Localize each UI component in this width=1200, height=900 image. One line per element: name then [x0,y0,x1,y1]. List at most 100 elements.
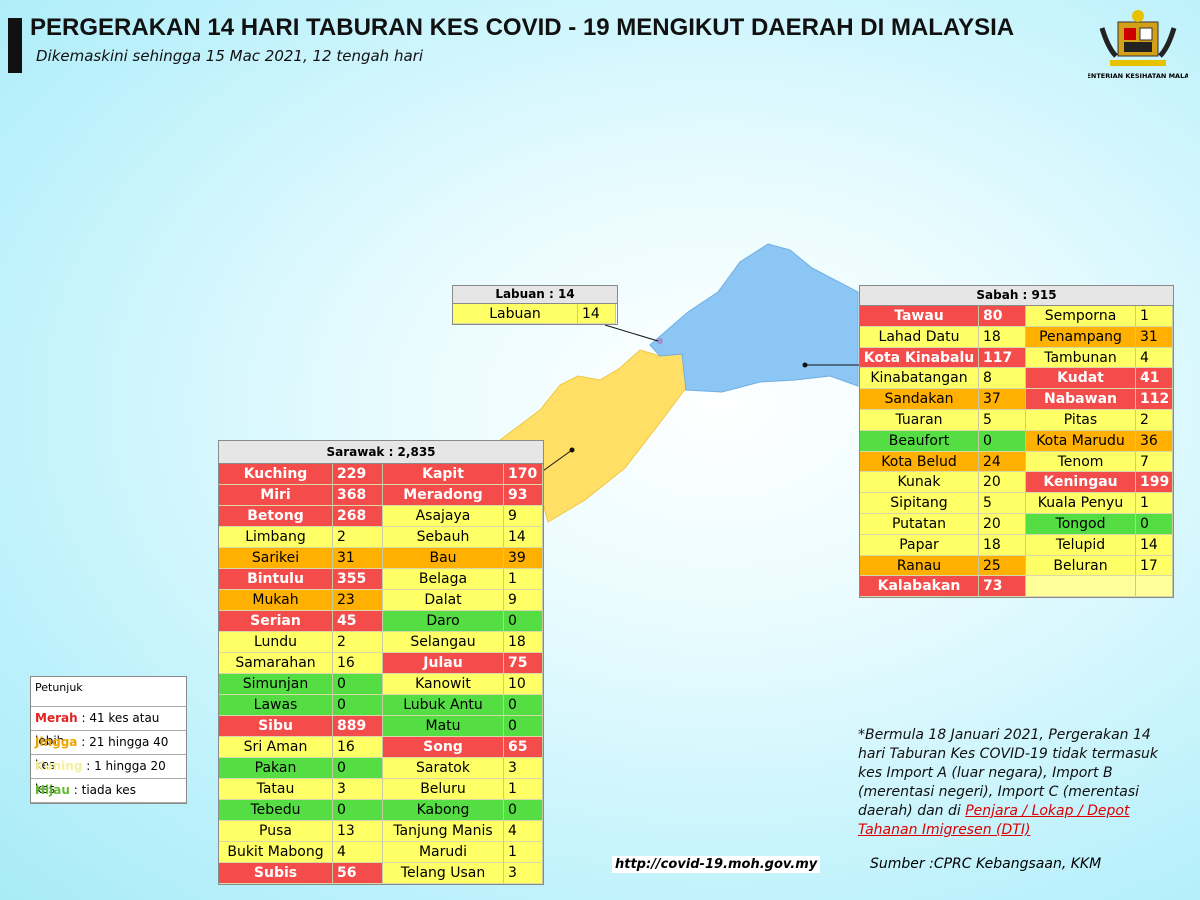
district-name: Lundu [219,632,333,653]
case-count: 39 [504,548,543,569]
case-count: 93 [504,485,543,506]
district-name: Asajaya [383,506,504,527]
district-name: Tuaran [860,409,979,431]
district-name: Lahad Datu [860,326,979,348]
district-name: Kunak [860,472,979,494]
table-row: Bintulu 355 Belaga 1 [219,569,543,590]
case-count: 24 [979,451,1026,473]
district-name: Beluran [1026,555,1136,577]
table-row: Miri 368 Meradong 93 [219,485,543,506]
case-count: 14 [504,527,543,548]
subtitle: Dikemaskini sehingga 15 Mac 2021, 12 ten… [36,47,423,65]
table-row: Kunak 20 Keningau 199 [860,472,1173,494]
case-count: 0 [504,800,543,821]
district-name: Pitas [1026,409,1136,431]
district-name: Saratok [383,758,504,779]
table-row: Pakan 0 Saratok 3 [219,758,543,779]
sabah-table: Sabah : 915 Tawau 80 Semporna 1 Lahad Datu 18 P… [859,285,1174,599]
case-count: 16 [333,737,383,758]
case-count: 13 [333,821,383,842]
district-name [1026,576,1136,598]
district-name: Kota Kinabalu [860,347,979,369]
case-count: 1 [504,779,543,800]
case-count: 229 [333,464,383,485]
case-count: 37 [979,389,1026,410]
case-count: 889 [333,716,383,737]
legend-item: Hijau : tiada kes [31,779,186,803]
case-count: 4 [504,821,543,842]
case-count: 36 [1136,430,1173,452]
table-row: Kalabakan 73 [860,576,1173,598]
district-name: Simunjan [219,674,333,695]
table-row: Serian 45 Daro 0 [219,611,543,632]
district-name: Putatan [860,513,979,535]
table-row: Samarahan 16 Julau 75 [219,653,543,674]
table-row: Betong 268 Asajaya 9 [219,506,543,527]
district-name: Bau [383,548,504,569]
legend-label: Jingga [35,735,78,749]
legend-text: : 1 hingga 20 kes [35,759,166,796]
case-count: 20 [979,472,1026,494]
district-name: Kanowit [383,674,504,695]
case-count: 8 [979,368,1026,390]
table-row: Kota Belud 24 Tenom 7 [860,451,1173,473]
case-count: 0 [504,611,543,632]
case-count [1136,576,1173,598]
table-row: Tuaran 5 Pitas 2 [860,409,1173,431]
case-count: 5 [979,493,1026,514]
district-name: Betong [219,506,333,527]
table-row: Putatan 20 Tongod 0 [860,513,1173,535]
district-name: Pakan [219,758,333,779]
district-name: Telang Usan [383,863,504,884]
table-row: Lahad Datu 18 Penampang 31 [860,326,1173,348]
district-name: Marudi [383,842,504,863]
legend-text: : 21 hingga 40 kes [35,735,169,772]
district-name: Kudat [1026,368,1136,390]
table-row: Sibu 889 Matu 0 [219,716,543,737]
case-count: 73 [979,576,1026,598]
case-count: 17 [1136,555,1173,577]
district-name: Tebedu [219,800,333,821]
sabah-shape [649,243,859,393]
logo-text: KEMENTERIAN KESIHATAN MALAYSIA [1088,72,1188,80]
district-name: Selangau [383,632,504,653]
table-row: Pusa 13 Tanjung Manis 4 [219,821,543,842]
connector-dot [802,362,808,368]
case-count: 31 [333,548,383,569]
district-name: Kota Belud [860,451,979,473]
district-name: Lubuk Antu [383,695,504,716]
table-title: Sabah : 915 [860,286,1173,306]
case-count: 112 [1136,389,1173,410]
table-row: Bukit Mabong 4 Marudi 1 [219,842,543,863]
case-count: 3 [333,779,383,800]
district-name: Papar [860,534,979,556]
district-name: Pusa [219,821,333,842]
case-count: 65 [504,737,543,758]
table-row: Kinabatangan 8 Kudat 41 [860,368,1173,390]
table-row: Sri Aman 16 Song 65 [219,737,543,758]
district-name: Telupid [1026,534,1136,556]
district-name: Matu [383,716,504,737]
district-name: Tongod [1026,513,1136,535]
case-count: 9 [504,590,543,611]
district-name: Sipitang [860,493,979,514]
case-count: 1 [1136,306,1173,327]
table-row: Sarikei 31 Bau 39 [219,548,543,569]
case-count: 4 [333,842,383,863]
logo: KEMENTERIAN KESIHATAN MALAYSIA [1088,10,1188,80]
note-link: Penjara / Lokap / Depot Tahanan Imigrese… [858,803,1130,838]
district-name: Beaufort [860,430,979,452]
case-count: 2 [333,527,383,548]
district-name: Subis [219,863,333,884]
district-name: Kapit [383,464,504,485]
case-count: 117 [979,347,1026,369]
case-count: 3 [504,758,543,779]
case-count: 2 [1136,409,1173,431]
case-count: 5 [979,409,1026,431]
case-count: 199 [1136,472,1173,494]
district-name: Semporna [1026,306,1136,327]
legend-label: Kuning [35,759,83,773]
district-name: Serian [219,611,333,632]
url: http://covid-19.moh.gov.my [612,856,821,873]
